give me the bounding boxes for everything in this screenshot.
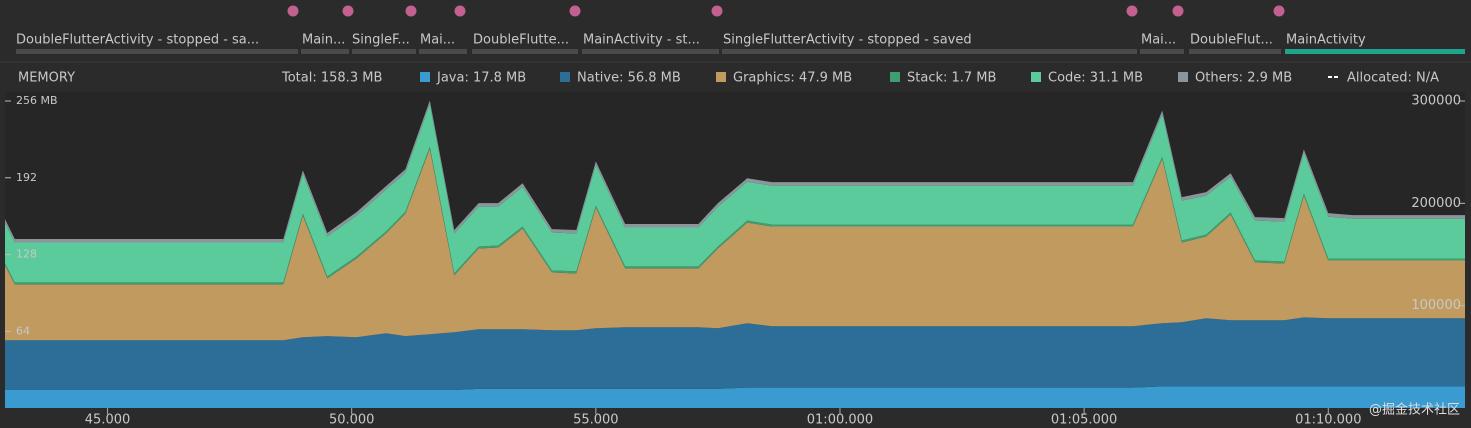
legend-label: Stack: 1.7 MB	[907, 71, 996, 86]
legend-swatch	[716, 72, 726, 82]
allocated-label: Allocated: N/A	[1347, 71, 1439, 86]
event-dot	[287, 5, 299, 17]
legend-label: Code: 31.1 MB	[1048, 71, 1143, 86]
activity-bar	[301, 49, 349, 54]
axes: 64 128 192 256 MB 100000 200000 300000 45.000 50…	[0, 94, 1471, 428]
activity-label: SingleFlutterActivity - stopped - saved	[723, 33, 972, 48]
activity-label: DoubleFlutterActivity - stopped - sa...	[16, 33, 259, 48]
y2-tick-label: 200000	[1411, 196, 1461, 211]
y-tick-label: 256 MB	[16, 94, 58, 107]
legend-swatch	[890, 72, 900, 82]
area	[5, 317, 1465, 391]
legend-label: Others: 2.9 MB	[1195, 71, 1292, 86]
watermark: @掘金技术社区	[1369, 402, 1460, 418]
activity-label: MainActivity - st...	[583, 33, 700, 48]
area	[5, 386, 1465, 408]
activity-label: Mai...	[1141, 33, 1176, 48]
plot	[5, 100, 1465, 408]
y-tick-label: 128	[16, 248, 37, 261]
activity-bar	[16, 49, 298, 54]
x-tick-label: 01:00.000	[807, 413, 873, 428]
event-dot	[454, 5, 466, 17]
legend: Java: 17.8 MB Native: 56.8 MB Graphics: 47…	[420, 71, 1292, 86]
activity-bar	[582, 49, 719, 54]
x-tick-label: 01:05.000	[1051, 413, 1117, 428]
panel-title: MEMORY	[18, 71, 75, 86]
legend-label: Graphics: 47.9 MB	[733, 71, 852, 86]
area	[5, 103, 1465, 283]
activity-label: DoubleFlut...	[1190, 33, 1273, 48]
x-tick-label: 50.000	[329, 413, 375, 428]
activity-label: MainActivity	[1286, 33, 1366, 48]
activity-bar	[472, 49, 578, 54]
activity-label: DoubleFlutte...	[473, 33, 569, 48]
area	[5, 148, 1465, 341]
activity-label: SingleF...	[352, 33, 410, 48]
legend-label: Java: 17.8 MB	[436, 71, 526, 86]
event-dot	[1172, 5, 1184, 17]
x-tick-label: 55.000	[573, 413, 619, 428]
activity-bar-active	[1285, 49, 1465, 54]
activity-label: Mai...	[420, 33, 455, 48]
y-tick-label: 192	[16, 171, 37, 184]
event-dot	[711, 5, 723, 17]
y-tick-label: 64	[16, 324, 30, 337]
event-dot	[342, 5, 354, 17]
x-axis-band	[0, 408, 1471, 428]
events	[287, 5, 1285, 17]
event-dot	[1273, 5, 1285, 17]
legend-swatch	[560, 72, 570, 82]
x-tick-label: 01:10.000	[1295, 413, 1361, 428]
activity-bar	[352, 49, 416, 54]
legend-swatch	[1031, 72, 1041, 82]
activity-bars	[16, 49, 1465, 54]
event-dot	[1126, 5, 1138, 17]
x-tick-label: 45.000	[85, 413, 131, 428]
activity-bar	[1189, 49, 1281, 54]
activity-bar	[419, 49, 467, 54]
legend-swatch	[1178, 72, 1188, 82]
total-label: Total: 158.3 MB	[281, 71, 382, 86]
activity-labels: DoubleFlutterActivity - stopped - sa... …	[16, 33, 1366, 48]
activity-bar	[722, 49, 1137, 54]
y2-tick-label: 100000	[1411, 298, 1461, 313]
event-dot	[569, 5, 581, 17]
activity-bar	[1140, 49, 1184, 54]
legend-label: Native: 56.8 MB	[577, 71, 681, 86]
event-dot	[405, 5, 417, 17]
legend-swatch	[420, 72, 430, 82]
activity-label: Main...	[302, 33, 345, 48]
y2-tick-label: 300000	[1411, 94, 1461, 109]
